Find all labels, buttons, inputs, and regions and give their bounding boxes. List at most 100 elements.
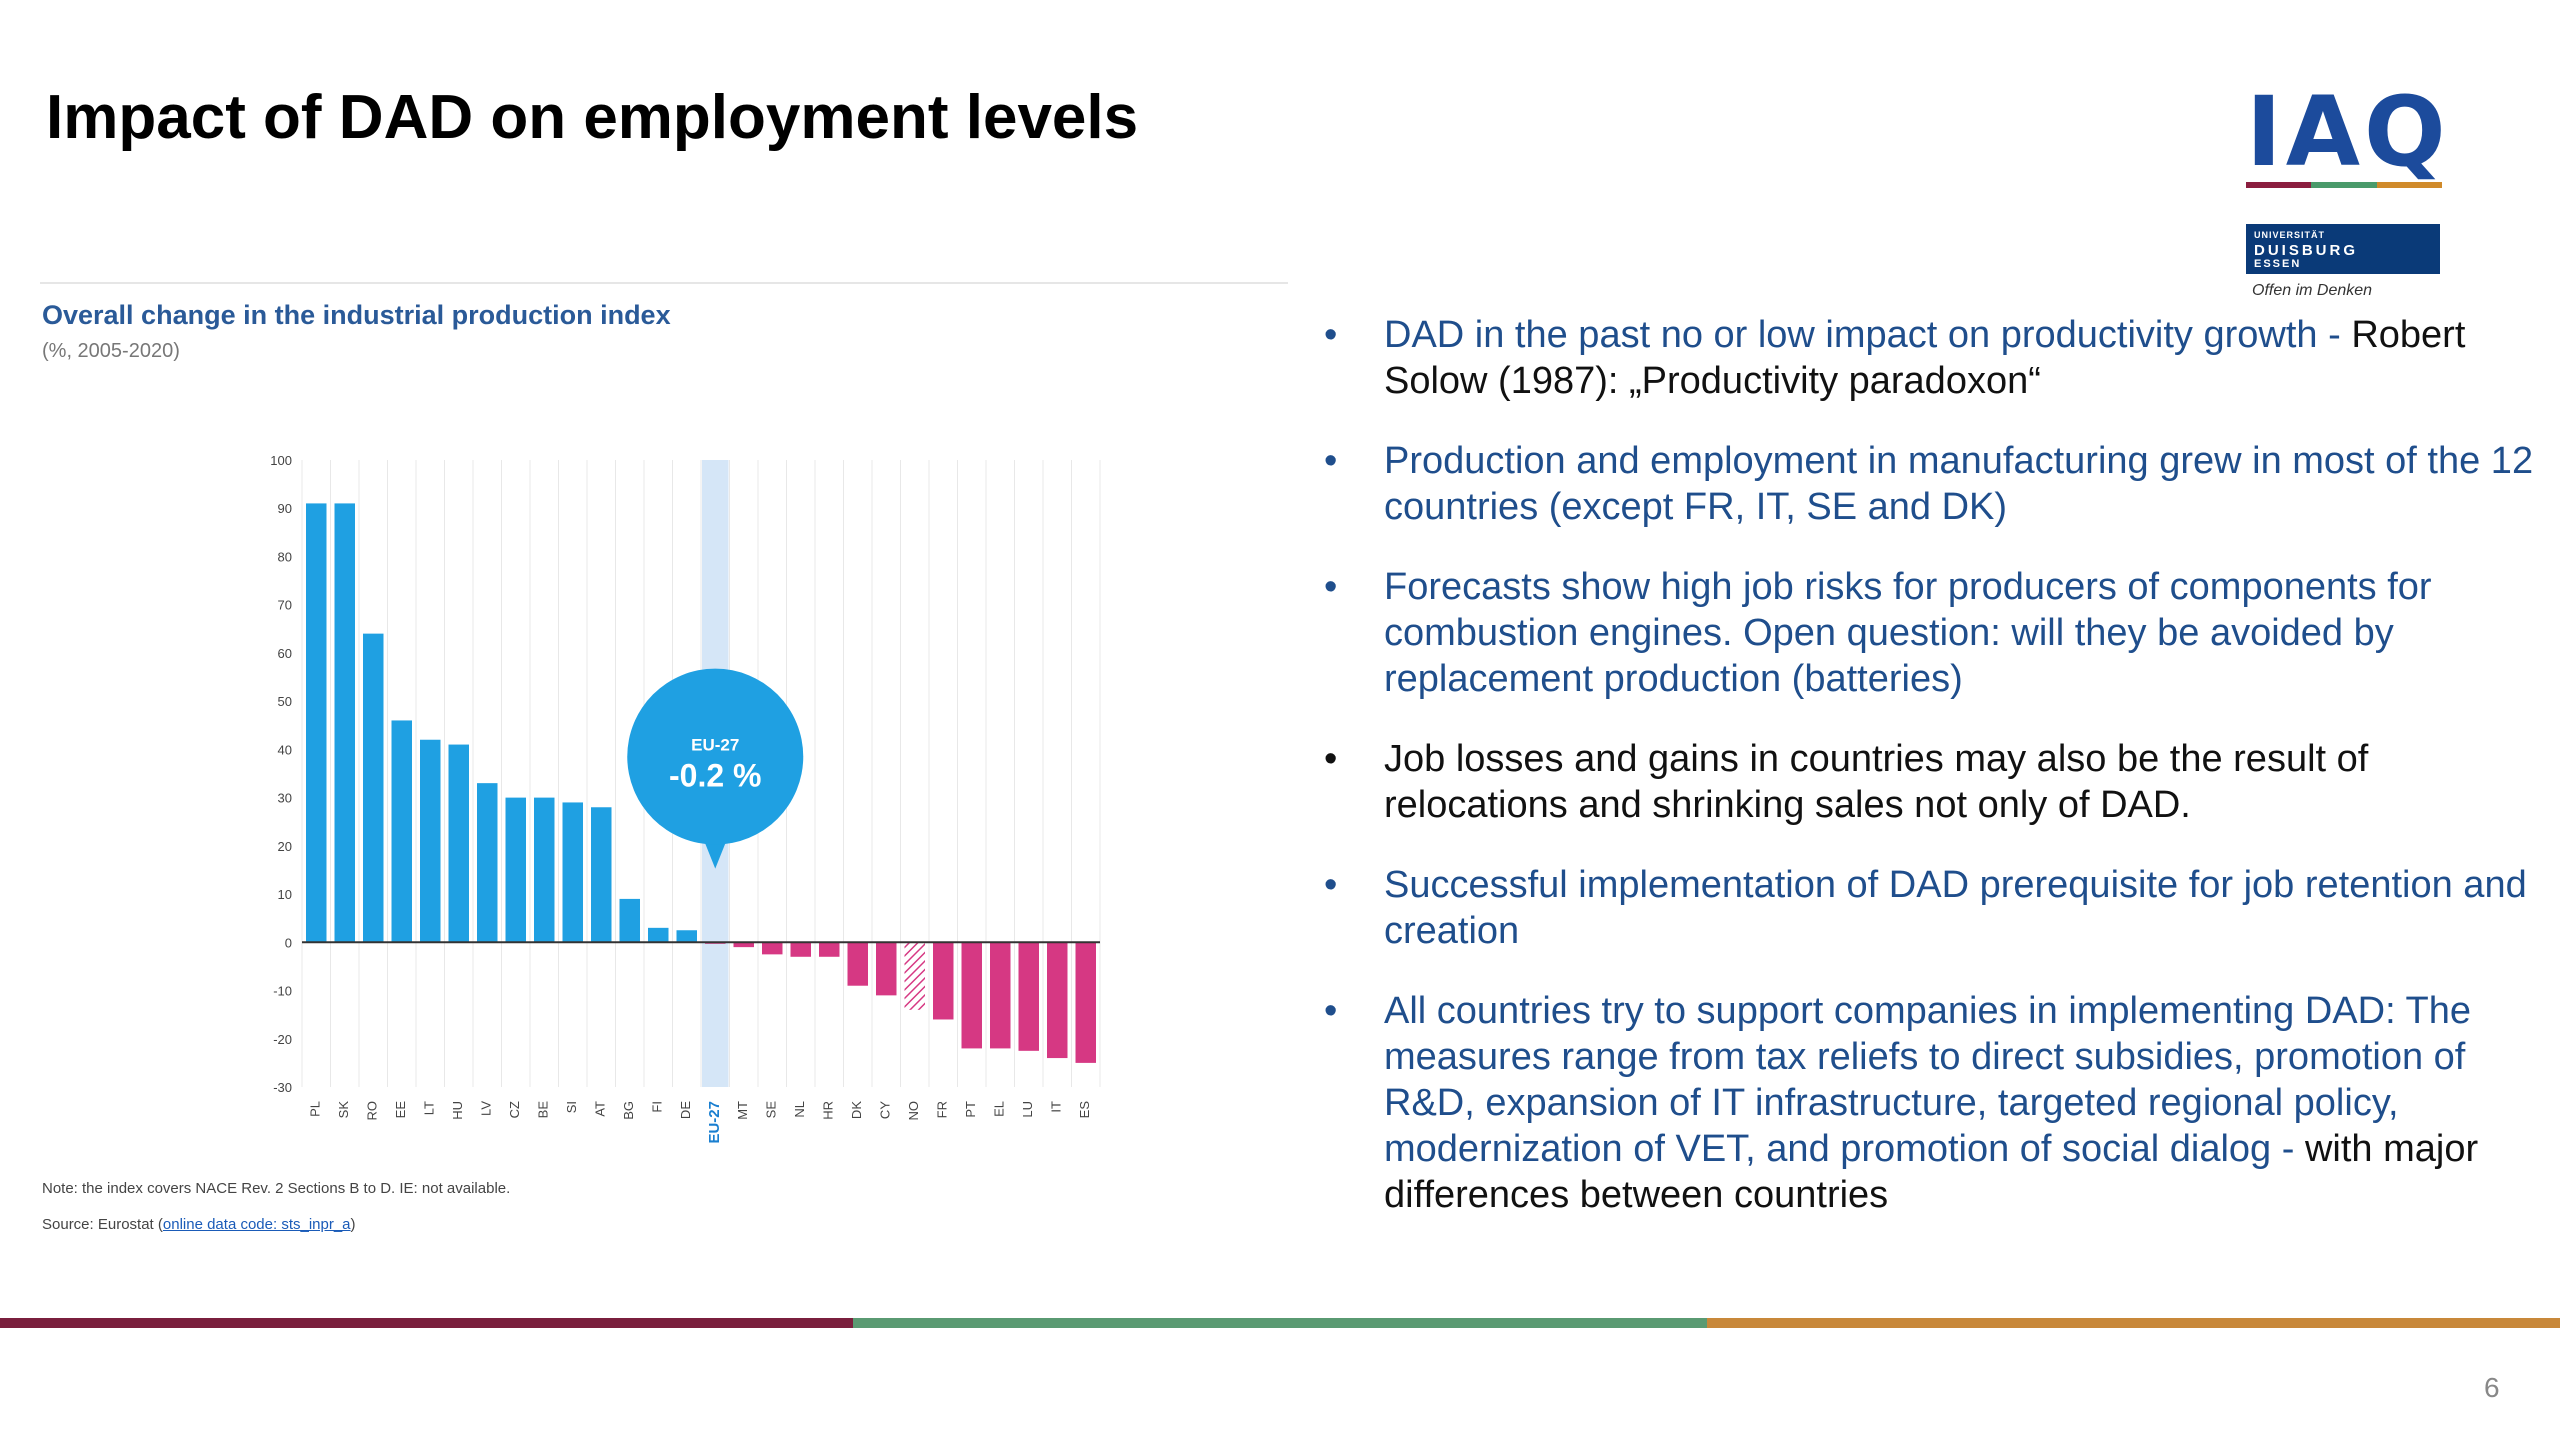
x-tick-label: LV	[479, 1101, 494, 1116]
logo-bar-segment	[2246, 182, 2312, 188]
y-tick-label: 60	[278, 646, 292, 661]
bar-pt	[961, 942, 982, 1049]
bar-lt	[420, 739, 441, 943]
y-tick-label: 70	[278, 598, 292, 613]
bar-el	[990, 942, 1011, 1049]
bar-at	[591, 807, 612, 943]
y-tick-label: 10	[278, 887, 292, 902]
x-tick-label: FR	[935, 1101, 950, 1118]
bullet-item: • Forecasts show high job risks for produ…	[1312, 564, 2552, 702]
annotation-bubble	[627, 668, 804, 845]
x-tick-label: SI	[564, 1101, 579, 1113]
university-logo-line3: ESSEN	[2254, 258, 2302, 270]
x-tick-label: HR	[821, 1101, 836, 1120]
logo-bar-segment	[2311, 182, 2377, 188]
iaq-logo-colorbar	[2246, 182, 2442, 188]
x-tick-label: PL	[308, 1101, 323, 1117]
bullet-item: • DAD in the past no or low impact on pro…	[1312, 312, 2552, 404]
x-tick-label: ES	[1077, 1101, 1092, 1119]
bar-fi	[648, 927, 669, 943]
bullet-text-blue: All countries try to support companies i…	[1384, 990, 2472, 1170]
bullet-marker: •	[1324, 566, 1338, 608]
bullet-item: • Successful implementation of DAD prereq…	[1312, 862, 2552, 954]
footer-bar-segment	[853, 1318, 1707, 1328]
bullet-marker: •	[1324, 990, 1338, 1032]
iaq-logo: IAQ	[2246, 76, 2450, 188]
bar-bg	[619, 898, 640, 943]
x-tick-label: EE	[393, 1101, 408, 1119]
y-tick-label: 40	[278, 742, 292, 757]
x-tick-label: SE	[764, 1101, 779, 1119]
bar-se	[762, 942, 783, 955]
y-tick-label: 20	[278, 839, 292, 854]
footer-color-bar	[0, 1318, 2560, 1328]
bar-cz	[505, 797, 526, 943]
y-tick-label: 30	[278, 791, 292, 806]
bar-be	[534, 797, 555, 943]
annotation-label: EU-27	[691, 736, 739, 755]
bullet-text-blue: Successful implementation of DAD prerequ…	[1384, 864, 2527, 952]
x-tick-label: LT	[422, 1101, 437, 1115]
x-tick-label: DK	[849, 1101, 864, 1119]
chart-source: Source: Eurostat (online data code: sts_…	[42, 1216, 356, 1233]
x-tick-label: FI	[650, 1101, 665, 1113]
bullet-item: • All countries try to support companies …	[1312, 988, 2552, 1218]
bullet-marker: •	[1324, 440, 1338, 482]
x-tick-label: PT	[963, 1101, 978, 1118]
x-tick-label: SK	[336, 1101, 351, 1119]
y-tick-label: 80	[278, 549, 292, 564]
source-link[interactable]: online data code: sts_inpr_a	[162, 1216, 351, 1233]
chart-note: Note: the index covers NACE Rev. 2 Secti…	[42, 1180, 511, 1197]
slide-title: Impact of DAD on employment levels	[46, 83, 1139, 152]
university-logo-line1: UNIVERSITÄT	[2254, 230, 2326, 240]
chart-subtitle: (%, 2005-2020)	[42, 340, 180, 362]
bar-pl	[306, 503, 327, 943]
x-tick-label: EU-27	[706, 1101, 723, 1144]
y-tick-label: 100	[270, 453, 292, 468]
bullet-text-blue: DAD in the past no or low impact on prod…	[1384, 314, 2341, 356]
x-tick-label: HU	[450, 1101, 465, 1120]
x-tick-label: NO	[906, 1101, 921, 1121]
x-tick-label: RO	[365, 1101, 380, 1121]
x-tick-label: IT	[1049, 1101, 1064, 1113]
x-tick-label: MT	[735, 1101, 750, 1120]
footer-bar-segment	[0, 1318, 854, 1328]
page-number: 6	[2484, 1372, 2500, 1403]
university-logo: UNIVERSITÄT DUISBURG ESSEN	[2246, 224, 2440, 274]
bar-hu	[448, 744, 469, 943]
bullet-marker: •	[1324, 738, 1338, 780]
bullet-text-dark: Robert Solow (1987): „Productivity parad…	[1384, 314, 2466, 402]
bar-nl	[790, 942, 811, 957]
bullet-item: • Job losses and gains in countries may a…	[1312, 736, 2552, 828]
university-slogan: Offen im Denken	[2252, 282, 2373, 299]
footer-bar-segment	[1706, 1318, 2560, 1328]
bar-si	[562, 802, 583, 943]
y-tick-label: -20	[273, 1032, 292, 1047]
chart-top-rule	[40, 282, 1288, 284]
x-tick-label: EL	[992, 1101, 1007, 1117]
bullet-text-dark: Job losses and gains in countries may al…	[1384, 738, 2369, 826]
bar-ee	[391, 720, 412, 943]
y-tick-label: -10	[273, 984, 292, 999]
university-logo-line2: DUISBURG	[2254, 242, 2359, 259]
x-tick-label: BG	[621, 1101, 636, 1120]
y-tick-label: 50	[278, 694, 292, 709]
x-tick-label: LU	[1020, 1101, 1035, 1118]
x-tick-label: AT	[593, 1101, 608, 1117]
x-tick-label: CY	[878, 1101, 893, 1119]
bar-es	[1075, 942, 1096, 1063]
source-suffix: )	[350, 1216, 356, 1233]
y-tick-label: 90	[278, 501, 292, 516]
x-tick-label: NL	[792, 1101, 807, 1118]
x-tick-label: DE	[678, 1101, 693, 1119]
bullet-list: • DAD in the past no or low impact on pro…	[1312, 312, 2552, 1252]
chart-title: Overall change in the industrial product…	[42, 300, 671, 330]
iaq-logo-text: IAQ	[2246, 76, 2450, 188]
bar-cy	[876, 942, 897, 996]
bar-no	[904, 942, 925, 1010]
bar-de	[676, 930, 697, 943]
bullet-text-blue: Forecasts show high job risks for produc…	[1384, 566, 2432, 700]
bar-mt	[733, 942, 754, 948]
annotation-pointer	[703, 838, 728, 869]
